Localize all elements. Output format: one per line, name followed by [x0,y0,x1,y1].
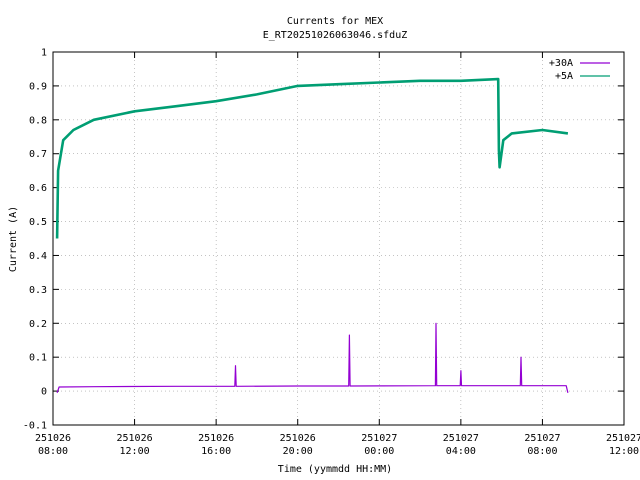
x-tick-time: 12:00 [120,446,150,457]
y-tick-label: 0.1 [29,353,47,364]
y-tick-label: 0.6 [29,183,47,194]
y-axis-label: Current (A) [8,206,19,272]
x-tick-date: 251027 [361,433,397,444]
x-tick-time: 12:00 [609,446,639,457]
y-tick-label: 0.4 [29,251,47,262]
chart-title: Currents for MEX [287,16,383,27]
x-axis: 251026 08:00 251026 12:00 251026 16:00 251026 2… [35,52,640,457]
y-tick-label: 0.3 [29,285,47,296]
y-tick-label: 0.2 [29,319,47,330]
y-axis: -0.1 0 0.1 0.2 0.3 0.4 0.5 0.6 0.7 0.8 0.9 1 [23,48,624,432]
x-axis-label: Time (yymmdd HH:MM) [278,464,392,475]
legend: +30A +5A [549,58,610,82]
y-tick-label: 0.5 [29,217,47,228]
x-tick-time: 16:00 [201,446,231,457]
y-tick-label: 0.9 [29,81,47,92]
series-line-30a [56,322,569,393]
y-tick-label: -0.1 [23,421,47,432]
x-tick-time: 04:00 [446,446,476,457]
x-tick-time: 08:00 [38,446,68,457]
y-tick-label: 0.8 [29,115,47,126]
series-lines [55,77,569,393]
x-tick-date: 251027 [606,433,640,444]
x-tick-date: 251026 [35,433,71,444]
x-tick-date: 251026 [280,433,316,444]
x-tick-time: 08:00 [527,446,557,457]
x-tick-date: 251027 [443,433,479,444]
x-tick-date: 251027 [524,433,560,444]
x-tick-date: 251026 [117,433,153,444]
y-tick-label: 0 [41,387,47,398]
chart-subtitle: E_RT20251026063046.sfduZ [263,30,408,41]
y-tick-label: 1 [41,48,47,59]
x-tick-time: 00:00 [364,446,394,457]
legend-label-5a: +5A [555,71,573,82]
plot-border [52,51,625,426]
grid-lines [53,52,624,425]
x-tick-time: 20:00 [283,446,313,457]
legend-label-30a: +30A [549,58,573,69]
x-tick-date: 251026 [198,433,234,444]
series-line-5a [55,77,569,239]
y-tick-label: 0.7 [29,149,47,160]
